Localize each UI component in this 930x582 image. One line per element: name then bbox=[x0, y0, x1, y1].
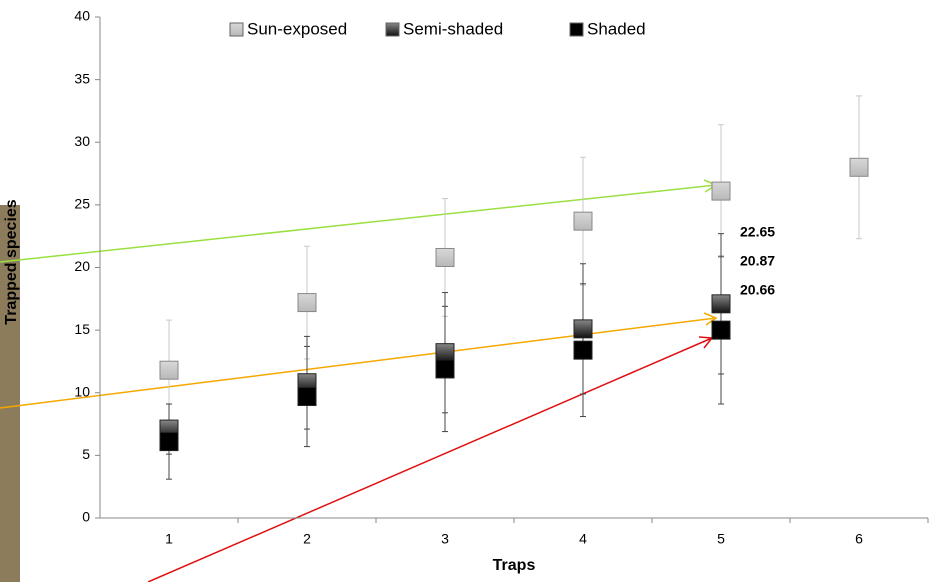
legend-label: Shaded bbox=[587, 19, 646, 38]
arrows bbox=[0, 180, 716, 582]
marker bbox=[850, 158, 868, 176]
x-tick-label: 5 bbox=[717, 531, 725, 547]
marker bbox=[298, 388, 316, 406]
marker bbox=[436, 360, 454, 378]
legend-label: Sun-exposed bbox=[247, 19, 347, 38]
x-tick-label: 2 bbox=[303, 531, 311, 547]
legend-swatch bbox=[230, 23, 243, 36]
y-tick-label: 30 bbox=[74, 133, 90, 149]
marker bbox=[574, 341, 592, 359]
y-tick-label: 25 bbox=[74, 196, 90, 212]
chart: Trapped species Traps 051015202530354012… bbox=[0, 0, 930, 582]
x-axis-label: Traps bbox=[493, 557, 536, 574]
x-tick-label: 4 bbox=[579, 531, 587, 547]
y-tick-label: 5 bbox=[82, 446, 90, 462]
legend-label: Semi-shaded bbox=[403, 19, 503, 38]
annotation: 20.66 bbox=[740, 282, 775, 298]
y-tick-label: 35 bbox=[74, 70, 90, 86]
marker bbox=[436, 248, 454, 266]
y-tick-label: 20 bbox=[74, 258, 90, 274]
marker bbox=[712, 295, 730, 313]
annotation: 20.87 bbox=[740, 253, 775, 269]
x-tick-label: 1 bbox=[165, 531, 173, 547]
marker bbox=[712, 321, 730, 339]
marker bbox=[436, 344, 454, 362]
x-tick-label: 6 bbox=[855, 531, 863, 547]
annotation: 22.65 bbox=[740, 224, 775, 240]
legend-swatch bbox=[386, 23, 399, 36]
marker bbox=[574, 212, 592, 230]
marker bbox=[160, 433, 178, 451]
y-tick-label: 15 bbox=[74, 321, 90, 337]
marker bbox=[712, 182, 730, 200]
marker bbox=[298, 294, 316, 312]
marker bbox=[574, 320, 592, 338]
y-tick-label: 10 bbox=[74, 383, 90, 399]
marker bbox=[160, 361, 178, 379]
x-tick-label: 3 bbox=[441, 531, 449, 547]
y-tick-label: 0 bbox=[82, 509, 90, 525]
y-tick-label: 40 bbox=[74, 8, 90, 24]
legend-swatch bbox=[570, 23, 583, 36]
